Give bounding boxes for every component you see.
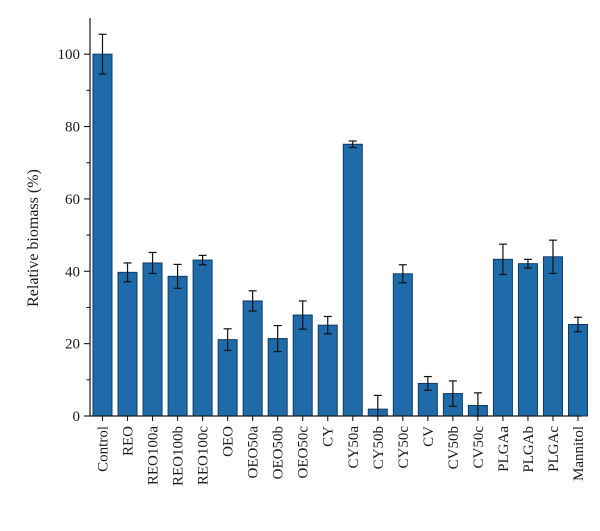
y-tick-label: 20 xyxy=(65,337,80,353)
error-bars-layer xyxy=(98,33,582,417)
bar xyxy=(517,263,538,417)
error-bar xyxy=(123,262,132,283)
bar xyxy=(342,143,363,417)
error-bar xyxy=(273,324,282,353)
x-tick-label: CY xyxy=(321,426,337,447)
error-bar xyxy=(223,328,232,352)
y-tick-label: 0 xyxy=(73,409,81,425)
x-ticks-layer: Control REO REO100a REO100b REO100c OEO OEO50a… xyxy=(96,416,587,486)
x-tick-label: CV xyxy=(421,426,437,447)
error-bar xyxy=(348,140,357,149)
bar xyxy=(568,323,588,417)
bar xyxy=(492,258,513,417)
x-tick-label: CV50b xyxy=(446,426,462,469)
error-bar xyxy=(98,33,107,75)
bar xyxy=(142,262,163,417)
bar xyxy=(167,275,188,417)
y-tick-label: 40 xyxy=(65,264,80,280)
error-bar xyxy=(523,258,532,269)
x-tick-label: OEO50c xyxy=(296,426,312,479)
bar xyxy=(292,314,313,417)
bar xyxy=(317,324,338,417)
bar xyxy=(92,53,113,417)
error-bar xyxy=(248,290,257,312)
x-tick-label: CY50a xyxy=(346,426,362,469)
bar xyxy=(192,259,213,417)
x-tick-label: REO xyxy=(121,426,137,456)
bars-layer xyxy=(92,53,588,417)
x-tick-label: CV50c xyxy=(471,426,487,469)
x-tick-label: REO100b xyxy=(171,426,187,486)
y-tick-label: 100 xyxy=(58,47,81,63)
y-ticks-layer: 0 20 40 60 80 100 xyxy=(58,47,90,425)
x-tick-label: Control xyxy=(96,426,112,472)
error-bar xyxy=(398,264,407,284)
x-tick-label: CY50c xyxy=(396,426,412,469)
x-tick-label: PLGAa xyxy=(496,426,512,472)
error-bar xyxy=(423,375,432,391)
error-bar xyxy=(298,300,307,330)
x-tick-label: OEO50a xyxy=(246,426,262,479)
error-bar xyxy=(498,243,507,276)
error-bar xyxy=(173,263,182,289)
x-tick-label: REO100c xyxy=(196,426,212,486)
error-bar xyxy=(448,380,457,407)
x-tick-label: PLGAb xyxy=(521,426,537,473)
bar xyxy=(242,300,263,417)
axes-layer xyxy=(89,18,582,417)
x-tick-label: OEO50b xyxy=(271,426,287,479)
error-bar xyxy=(323,315,332,335)
error-bar xyxy=(548,239,557,275)
x-tick-label: Mannitol xyxy=(571,426,587,481)
x-tick-label: CY50b xyxy=(371,426,387,469)
bar xyxy=(542,256,563,417)
error-bar xyxy=(198,254,207,266)
x-tick-label: PLGAc xyxy=(546,426,562,472)
y-axis-label: Relative biomass (%) xyxy=(25,169,42,307)
bar xyxy=(117,271,138,417)
x-tick-label: REO100a xyxy=(146,426,162,486)
error-bar xyxy=(574,316,582,333)
x-tick-label: OEO xyxy=(221,426,237,457)
y-tick-label: 80 xyxy=(65,120,80,136)
y-tick-label: 60 xyxy=(65,192,80,208)
bar xyxy=(392,273,413,417)
error-bar xyxy=(148,251,157,275)
